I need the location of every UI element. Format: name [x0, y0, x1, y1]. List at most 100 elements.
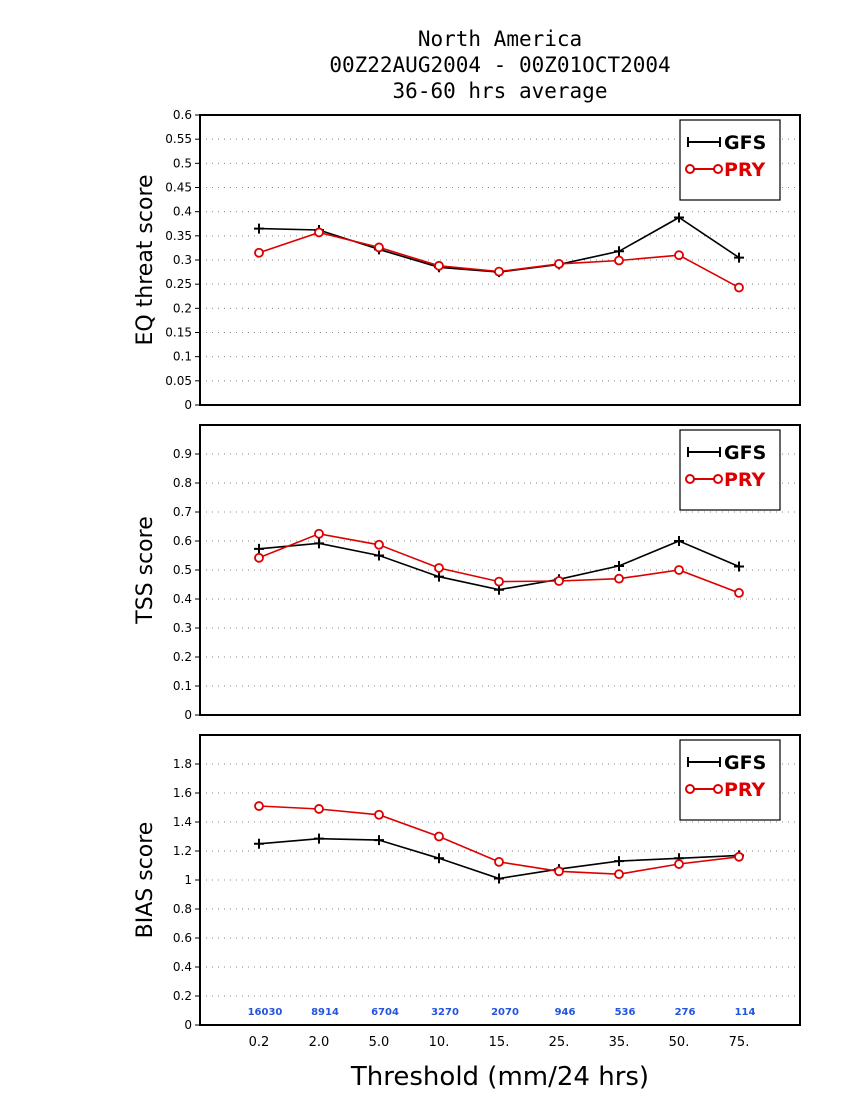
y-tick-label: 0.1: [173, 679, 192, 693]
y-tick-label: 0.5: [173, 563, 192, 577]
y-tick-label: 0: [184, 398, 192, 412]
data-point-pry: [554, 576, 564, 586]
sample-count-label: 114: [735, 1007, 756, 1018]
y-tick-label: 1.8: [173, 757, 192, 771]
sample-count-label: 536: [615, 1007, 636, 1018]
legend-label-gfs: GFS: [724, 752, 766, 774]
x-tick-label: 50.: [669, 1035, 690, 1050]
chart-panel-1: 0 0.05 0.1 0.15 0.2 0.25 0.3 0.35 0.4 0.45 0.5 0.55…: [133, 108, 801, 412]
data-point-gfs: [374, 550, 384, 561]
sample-count-label: 2070: [491, 1007, 519, 1018]
legend-marker-gfs: [687, 137, 721, 147]
y-tick-label: 0: [184, 1018, 192, 1032]
data-point-gfs: [434, 853, 444, 864]
y-tick-label: 0.7: [173, 505, 192, 519]
data-point-gfs: [494, 873, 504, 884]
data-point-pry: [734, 588, 744, 598]
y-tick-label: 0.45: [165, 181, 192, 195]
legend-label-gfs: GFS: [724, 442, 766, 464]
data-point-pry: [734, 282, 744, 293]
data-point-pry: [614, 255, 624, 266]
data-point-gfs: [614, 246, 624, 257]
y-tick-label: 0.2: [173, 989, 192, 1003]
y-tick-label: 0.55: [165, 132, 192, 146]
x-tick-label: 75.: [729, 1035, 750, 1050]
data-point-pry: [434, 831, 444, 842]
data-point-pry: [254, 247, 264, 258]
data-point-gfs: [614, 560, 624, 571]
legend-marker-pry: [685, 784, 695, 794]
y-tick-label: 0.25: [165, 277, 192, 291]
data-point-gfs: [254, 543, 264, 554]
legend-marker-pry: [685, 164, 695, 174]
data-point-gfs: [614, 856, 624, 867]
legend: GFS PRY: [679, 119, 781, 201]
data-point-pry: [614, 573, 624, 584]
data-point-pry: [254, 801, 264, 811]
legend-box: [679, 119, 781, 201]
y-tick-label: 0.5: [173, 156, 192, 170]
chart-panel-2: 0 0.1 0.2 0.3 0.4 0.5 0.6 0.7 0.8 0.9 TSS score GFS…: [133, 424, 801, 722]
data-point-gfs: [374, 835, 384, 846]
legend-label-pry: PRY: [724, 779, 766, 801]
data-point-gfs: [254, 223, 264, 234]
y-tick-label: 0.3: [173, 253, 192, 267]
series-line-pry: [258, 231, 740, 289]
data-point-pry: [554, 866, 564, 877]
sample-count-label: 946: [555, 1007, 576, 1018]
plot-frame: [199, 114, 801, 406]
data-point-pry: [374, 539, 384, 550]
sample-count-label: 276: [675, 1007, 696, 1018]
y-tick-label: 1.2: [173, 844, 192, 858]
data-point-pry: [494, 266, 504, 277]
y-axis-label: EQ threat score: [133, 174, 158, 345]
data-point-pry: [674, 250, 684, 261]
data-point-pry: [674, 859, 684, 869]
legend-label-gfs: GFS: [724, 132, 766, 154]
legend-marker-pry: [713, 164, 723, 174]
y-tick-label: 0.6: [173, 534, 192, 548]
data-point-pry: [494, 576, 504, 587]
data-point-pry: [434, 260, 444, 271]
legend-marker-pry: [685, 474, 695, 484]
y-axis-label: BIAS score: [133, 822, 158, 939]
y-tick-label: 0.05: [165, 374, 192, 388]
chart-subtitle-average: 36-60 hrs average: [392, 79, 608, 103]
data-point-pry: [254, 552, 264, 563]
legend-label-pry: PRY: [724, 469, 766, 491]
data-point-gfs: [254, 838, 264, 849]
legend-box: [679, 739, 781, 821]
legend: GFS PRY: [679, 429, 781, 511]
x-tick-label: 35.: [609, 1035, 630, 1050]
data-point-gfs: [314, 833, 324, 844]
data-point-gfs: [434, 571, 444, 582]
legend-label-pry: PRY: [724, 159, 766, 181]
x-tick-label: 0.2: [249, 1035, 270, 1050]
data-point-pry: [434, 563, 444, 573]
data-point-pry: [494, 856, 504, 867]
data-point-pry: [314, 227, 324, 238]
y-tick-label: 0.15: [165, 326, 192, 340]
x-tick-label: 25.: [549, 1035, 570, 1050]
y-tick-label: 0.8: [173, 902, 192, 916]
sample-count-label: 8914: [311, 1007, 339, 1018]
data-point-pry: [314, 804, 324, 814]
series-line-gfs: [258, 216, 740, 273]
legend-marker-pry: [713, 784, 723, 794]
x-axis-label: Threshold (mm/24 hrs): [350, 1062, 649, 1092]
x-tick-label: 10.: [429, 1035, 450, 1050]
y-tick-label: 0.6: [173, 931, 192, 945]
y-tick-label: 0.9: [173, 447, 192, 461]
data-point-pry: [614, 869, 624, 880]
y-tick-label: 0.8: [173, 476, 192, 490]
y-tick-label: 0.1: [173, 350, 192, 364]
data-point-gfs: [314, 538, 324, 549]
data-point-gfs: [734, 252, 744, 263]
y-tick-label: 0.3: [173, 621, 192, 635]
y-tick-label: 0.35: [165, 229, 192, 243]
legend-marker-gfs: [687, 447, 721, 457]
y-tick-label: 1.4: [173, 815, 192, 829]
sample-count-label: 6704: [371, 1007, 399, 1018]
y-tick-label: 0: [184, 708, 192, 722]
chart-title-dates: 00Z22AUG2004 - 00Z01OCT2004: [329, 53, 671, 77]
